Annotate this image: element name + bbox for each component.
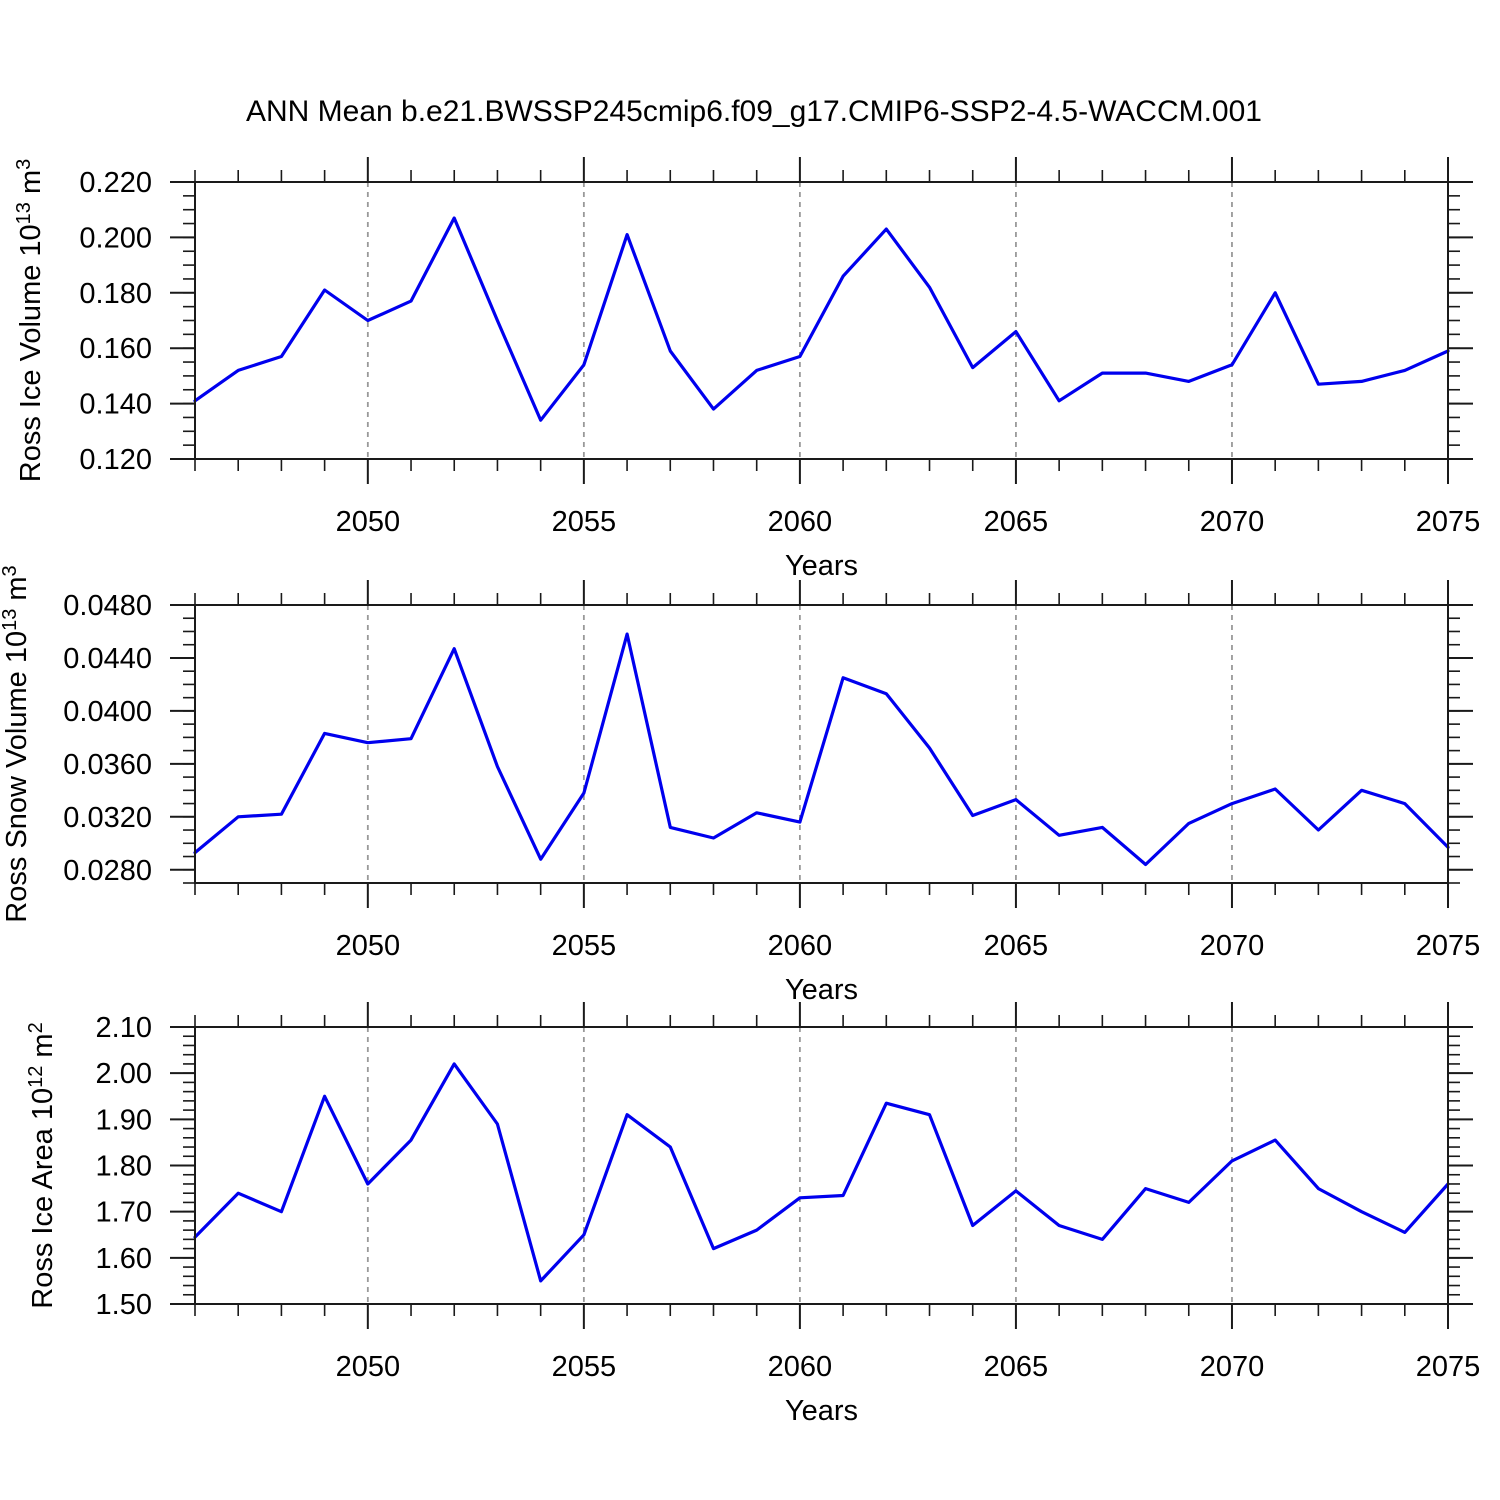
y-axis-title: Ross Snow Volume 1013 m3 (0, 565, 33, 922)
x-tick-label: 2060 (768, 930, 833, 962)
y-tick-label: 0.0320 (63, 802, 152, 834)
x-tick-label: 2065 (984, 930, 1049, 962)
y-tick-label: 2.00 (96, 1058, 152, 1090)
chart-title: ANN Mean b.e21.BWSSP245cmip6.f09_g17.CMI… (246, 95, 1262, 128)
x-tick-label: 2060 (768, 506, 833, 538)
x-axis-title: Years (785, 550, 858, 582)
y-tick-label: 1.70 (96, 1197, 152, 1229)
panel-ross-ice-area: 2050 2055 2060 2065 2070 2075 Years 1.50 1.60 1.7… (25, 1002, 1480, 1427)
data-line (193, 216, 1450, 422)
y-tick-label: 0.180 (79, 278, 152, 310)
chart-root: 2050 2055 2060 2065 2070 2075 Years 0.120 0.140 0… (0, 157, 1480, 1427)
y-tick-label: 0.0400 (63, 696, 152, 728)
x-tick-label: 2070 (1200, 506, 1265, 538)
x-axis-title: Years (785, 1395, 858, 1427)
y-tick-label: 0.160 (79, 333, 152, 365)
y-axis-title: Ross Ice Area 1012 m2 (25, 1022, 59, 1308)
x-tick-label: 2055 (552, 930, 617, 962)
x-tick-label: 2075 (1416, 1351, 1481, 1383)
x-tick-label: 2055 (552, 506, 617, 538)
x-tick-label: 2065 (984, 506, 1049, 538)
y-tick-label: 1.60 (96, 1243, 152, 1275)
x-tick-label: 2050 (336, 506, 401, 538)
y-tick-label: 0.0360 (63, 749, 152, 781)
x-tick-label: 2050 (336, 1351, 401, 1383)
y-tick-label: 0.200 (79, 222, 152, 254)
y-tick-label: 1.80 (96, 1151, 152, 1183)
y-tick-label: 1.90 (96, 1104, 152, 1136)
panel-ross-snow-volume: 2050 2055 2060 2065 2070 2075 Years 0.0280 0.032… (0, 565, 1480, 1006)
x-tick-label: 2070 (1200, 1351, 1265, 1383)
y-tick-label: 2.10 (96, 1012, 152, 1044)
x-tick-label: 2050 (336, 930, 401, 962)
data-line (193, 632, 1450, 867)
y-tick-label: 0.0440 (63, 643, 152, 675)
y-tick-label: 0.220 (79, 167, 152, 199)
y-axis-title: Ross Ice Volume 1013 m3 (13, 159, 47, 483)
x-tick-label: 2055 (552, 1351, 617, 1383)
x-axis-title: Years (785, 974, 858, 1006)
y-tick-label: 1.50 (96, 1289, 152, 1321)
x-tick-label: 2075 (1416, 506, 1481, 538)
x-tick-label: 2075 (1416, 930, 1481, 962)
x-tick-label: 2070 (1200, 930, 1265, 962)
plot-frame (194, 1026, 1449, 1305)
x-tick-label: 2060 (768, 1351, 833, 1383)
x-tick-label: 2065 (984, 1351, 1049, 1383)
y-tick-label: 0.140 (79, 389, 152, 421)
y-tick-label: 0.0280 (63, 855, 152, 887)
y-tick-label: 0.0480 (63, 590, 152, 622)
panel-ross-ice-volume: 2050 2055 2060 2065 2070 2075 Years 0.120 0.140 0… (13, 157, 1480, 582)
plot-frame (194, 604, 1449, 884)
y-tick-label: 0.120 (79, 444, 152, 476)
data-line (193, 1062, 1450, 1283)
